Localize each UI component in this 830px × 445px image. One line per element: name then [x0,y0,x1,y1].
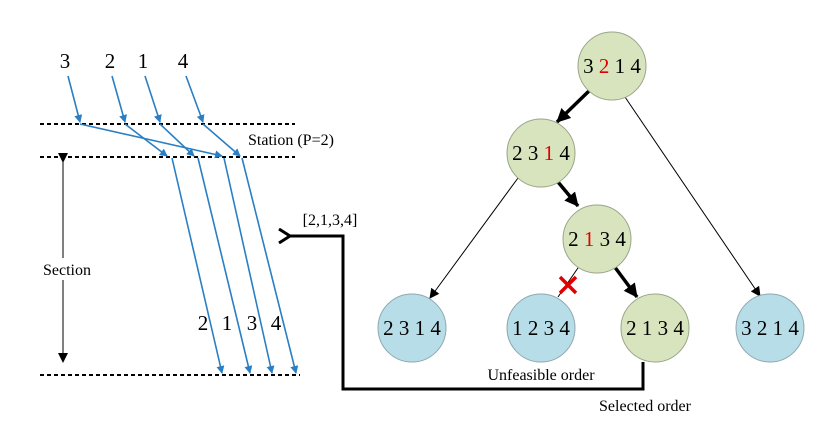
bottom-label: 4 [271,311,282,335]
output-label: [2,1,3,4] [303,212,358,229]
edge [624,96,761,297]
bottom-label: 1 [222,311,233,335]
flow-arrow [241,157,299,374]
flow-arrow [79,123,223,159]
section-label: Section [43,262,91,279]
station-label: Station (P=2) [248,132,334,149]
flow-arrow [144,75,162,123]
node-part: 1 4 [615,54,642,78]
top-label: 3 [60,49,71,73]
node-label: 3 2 1 4 [583,54,641,78]
node-label: 2 3 1 4 [512,141,570,165]
bottom-label: 2 [198,311,209,335]
leaf [506,293,576,363]
leaf [377,293,447,363]
flow-arrow [111,75,127,123]
section-label-bg [38,258,96,280]
flow-arrow [67,75,83,123]
node-part: 2 3 [512,141,538,165]
leaf-label: 2 3 1 4 [383,316,441,340]
flow-arrow [124,123,168,157]
node-part-highlight: 1 [584,227,595,251]
node [506,118,576,188]
node-part-highlight: 1 [544,141,555,165]
edge [612,264,639,299]
flow-arrow [185,75,205,123]
leaf [735,293,805,363]
flow-arrow [202,123,241,157]
flow-arrow [159,123,195,157]
top-label: 2 [105,49,116,73]
node-part: 3 4 [600,227,627,251]
edge [555,88,592,124]
edge [429,177,519,299]
top-label: 4 [178,49,189,73]
flow-arrow [197,157,253,374]
tree-edges [290,88,761,391]
left-panel: 3 2 1 4 Station (P=2) Section 2 1 3 4 [2… [38,49,358,376]
leaf-label: 3 2 1 4 [741,316,799,340]
flow-arrow [223,157,275,374]
leaf-note: Unfeasible order [487,367,595,384]
node-label: 2 1 3 4 [568,227,626,251]
node-part-highlight: 2 [599,54,610,78]
top-label: 1 [138,49,149,73]
node-part: 4 [559,141,570,165]
edge [556,180,580,208]
output-arrow [290,236,645,391]
leaf-label: 2 1 3 4 [626,316,684,340]
infeasible-cross [558,275,578,295]
leaf-note: Selected order [599,398,692,415]
tree-nodes: 3 2 1 4 2 3 1 4 2 1 3 4 2 3 1 4 1 2 3 4 … [377,31,805,415]
leaf [620,293,690,363]
node-part: 2 [568,227,579,251]
flow-arrow [171,157,225,374]
node [577,31,647,101]
bottom-label: 3 [247,311,258,335]
node-part: 3 [583,54,594,78]
node [562,204,632,274]
leaf-label: 1 2 3 4 [512,316,570,340]
